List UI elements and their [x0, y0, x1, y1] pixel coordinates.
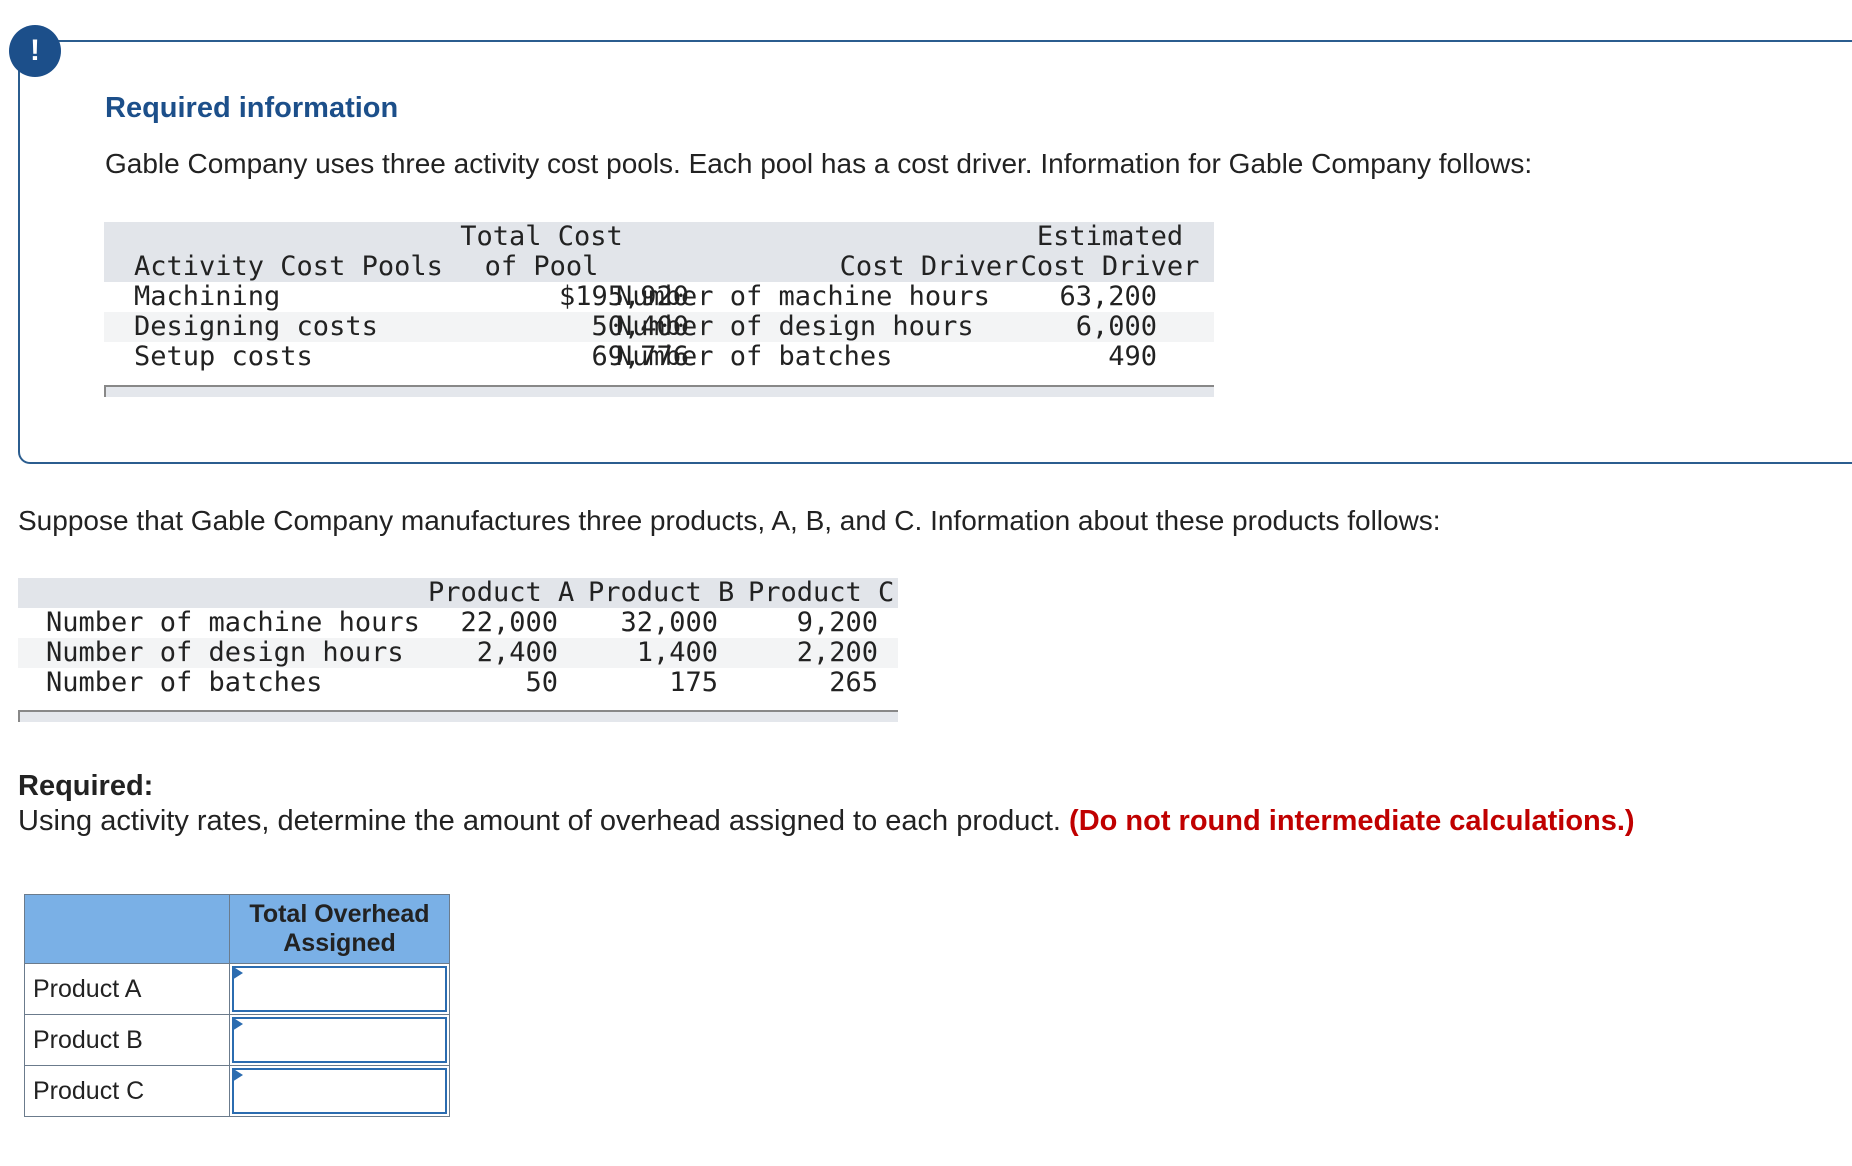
- header-product-a: Product A: [428, 577, 575, 608]
- pools-row: Setup costs 69,776 Number of batches 490: [104, 342, 1214, 372]
- product-c-value: 265: [829, 667, 878, 698]
- header-activity-cost-pools: Activity Cost Pools: [134, 251, 443, 282]
- answer-row-label: Product B: [24, 1014, 230, 1066]
- answer-header-line2: Assigned: [283, 929, 396, 957]
- answer-cell: [229, 1065, 450, 1117]
- pool-estimated: 63,200: [1059, 281, 1157, 312]
- pool-estimated: 6,000: [1075, 311, 1157, 342]
- product-metric-label: Number of batches: [46, 667, 323, 698]
- header-product-c: Product C: [748, 577, 895, 608]
- product-b-value: 175: [669, 667, 718, 698]
- answer-cell: [229, 1014, 450, 1066]
- pool-name: Designing costs: [134, 311, 378, 342]
- pool-cost-driver: Number of batches: [616, 341, 893, 372]
- pool-total-cost: 69,776: [591, 341, 689, 372]
- product-b-overhead-input[interactable]: [232, 1017, 447, 1063]
- products-row: Number of machine hours 22,000 32,000 9,…: [18, 608, 898, 638]
- header-estimated-line2: Cost Driver: [1020, 251, 1200, 282]
- products-row: Number of batches 50 175 265: [18, 668, 898, 698]
- product-c-value: 2,200: [796, 637, 878, 668]
- header-total-cost-line2: of Pool: [484, 251, 599, 282]
- pool-cost-driver: Number of design hours: [616, 311, 974, 342]
- answer-header-line1: Total Overhead: [249, 900, 430, 928]
- product-b-value: 32,000: [620, 607, 718, 638]
- required-instruction: Using activity rates, determine the amou…: [18, 805, 1061, 837]
- required-info-title: Required information: [105, 92, 399, 124]
- product-metric-label: Number of design hours: [46, 637, 404, 668]
- answer-row: Product C: [24, 1065, 450, 1117]
- required-info-box: [18, 40, 1852, 464]
- input-marker-icon: [232, 1068, 243, 1082]
- required-warning: (Do not round intermediate calculations.…: [1069, 805, 1635, 837]
- pool-name: Machining: [134, 281, 281, 312]
- answer-table-header: Total Overhead Assigned: [24, 894, 450, 964]
- answer-cell: [229, 963, 450, 1015]
- pool-total-cost: 50,400: [591, 311, 689, 342]
- required-label: Required:: [18, 770, 154, 802]
- product-a-value: 22,000: [460, 607, 558, 638]
- alert-icon: !: [9, 25, 61, 77]
- suppose-text: Suppose that Gable Company manufactures …: [18, 505, 1441, 536]
- header-product-b: Product B: [588, 577, 735, 608]
- answer-row: Product A: [24, 963, 450, 1015]
- product-a-overhead-input[interactable]: [232, 966, 447, 1012]
- pools-row: Designing costs 50,400 Number of design …: [104, 312, 1214, 342]
- pool-name: Setup costs: [134, 341, 313, 372]
- product-c-value: 9,200: [796, 607, 878, 638]
- product-b-value: 1,400: [636, 637, 718, 668]
- answer-table: Total Overhead Assigned Product A Produc…: [24, 894, 450, 1117]
- header-total-cost-line1: Total Cost: [460, 221, 623, 252]
- products-table-footer: [18, 710, 898, 722]
- product-c-overhead-input[interactable]: [232, 1068, 447, 1114]
- pool-cost-driver: Number of machine hours: [616, 281, 990, 312]
- products-table-header: Product A Product B Product C: [18, 578, 898, 608]
- header-cost-driver: Cost Driver: [839, 251, 1019, 282]
- input-marker-icon: [232, 1017, 243, 1031]
- product-a-value: 50: [525, 667, 558, 698]
- pools-table-footer: [104, 385, 1214, 397]
- pool-total-cost: $195,920: [558, 281, 689, 312]
- header-estimated-line1: Estimated: [1036, 221, 1184, 252]
- products-row: Number of design hours 2,400 1,400 2,200: [18, 638, 898, 668]
- product-a-value: 2,400: [476, 637, 558, 668]
- answer-row-label: Product A: [24, 963, 230, 1015]
- pools-row: Machining $195,920 Number of machine hou…: [104, 282, 1214, 312]
- pools-table-header: Activity Cost Pools Total Cost of Pool C…: [104, 222, 1214, 282]
- answer-row-label: Product C: [24, 1065, 230, 1117]
- input-marker-icon: [232, 966, 243, 980]
- answer-header-blank: [24, 894, 230, 964]
- answer-row: Product B: [24, 1014, 450, 1066]
- intro-text: Gable Company uses three activity cost p…: [105, 148, 1533, 179]
- product-metric-label: Number of machine hours: [46, 607, 420, 638]
- required-text: Using activity rates, determine the amou…: [18, 805, 1635, 838]
- pool-estimated: 490: [1108, 341, 1157, 372]
- answer-header-total-overhead: Total Overhead Assigned: [229, 894, 450, 964]
